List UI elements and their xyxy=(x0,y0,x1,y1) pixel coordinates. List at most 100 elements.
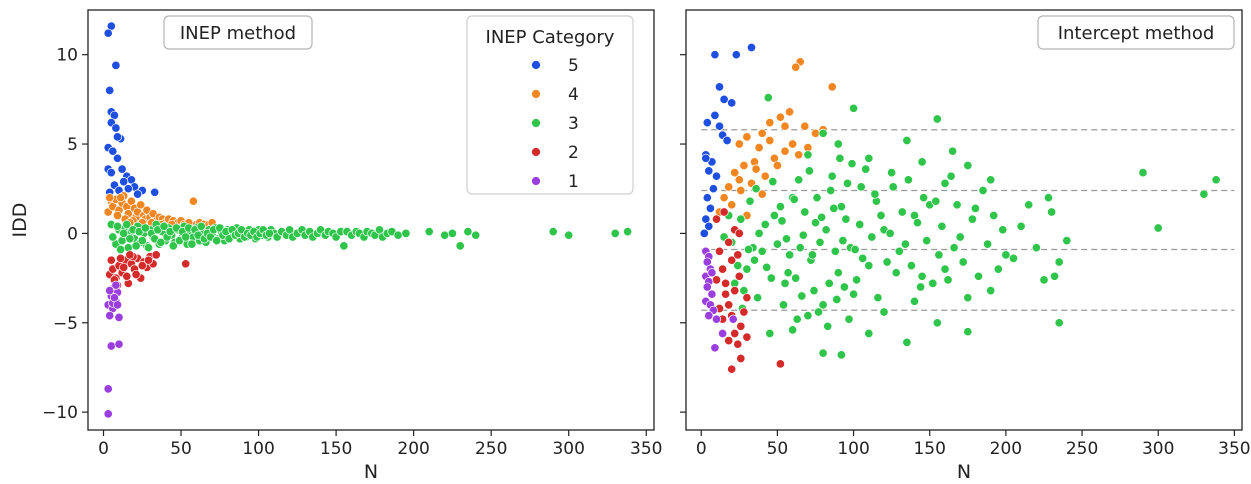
data-point-category-3 xyxy=(861,164,871,174)
data-point-category-3 xyxy=(849,103,859,113)
data-point-category-5 xyxy=(702,193,712,203)
data-point-category-3 xyxy=(963,160,973,171)
data-point-category-3 xyxy=(817,212,827,222)
data-point-category-3 xyxy=(760,219,770,230)
data-point-category-5 xyxy=(704,166,714,176)
data-point-category-3 xyxy=(844,314,854,324)
data-point-category-3 xyxy=(839,282,849,292)
data-point-category-2 xyxy=(727,364,737,374)
legend-entries: 5 4 3 2 1 xyxy=(531,56,579,192)
data-point-category-1 xyxy=(103,409,113,419)
data-point-category-2 xyxy=(711,214,722,224)
data-point-category-4 xyxy=(105,193,115,203)
data-point-category-5 xyxy=(710,50,720,60)
data-point-category-3 xyxy=(891,268,901,278)
data-point-category-3 xyxy=(948,146,958,156)
data-point-category-1 xyxy=(710,343,720,353)
data-point-category-3 xyxy=(833,139,843,149)
x-tick-label: 200 xyxy=(397,439,429,459)
data-point-category-1 xyxy=(728,314,738,324)
data-point-category-4 xyxy=(780,121,790,131)
intercept-annotation-text: Intercept method xyxy=(1058,23,1215,44)
data-point-category-4 xyxy=(727,200,737,210)
data-point-category-3 xyxy=(973,271,984,281)
data-point-category-3 xyxy=(769,210,779,221)
x-tick-label: 200 xyxy=(990,439,1022,459)
inep-y-axis-label: IDD xyxy=(9,203,31,238)
data-point-category-3 xyxy=(108,232,118,242)
legend-label-4: 4 xyxy=(568,85,579,105)
data-point-category-3 xyxy=(187,239,197,249)
data-point-category-4 xyxy=(800,121,810,131)
data-point-category-2 xyxy=(143,255,154,265)
inep-annotation-box xyxy=(163,15,313,50)
data-point-category-3 xyxy=(1039,275,1049,285)
data-point-category-3 xyxy=(838,236,848,246)
legend-marker-4 xyxy=(531,89,541,99)
data-point-category-3 xyxy=(212,236,222,246)
data-point-category-4 xyxy=(772,160,782,171)
data-point-category-3 xyxy=(743,244,754,255)
data-point-category-3 xyxy=(797,291,807,301)
data-point-category-4 xyxy=(116,193,126,203)
legend-label-5: 5 xyxy=(568,56,579,76)
data-point-category-3 xyxy=(887,168,897,178)
data-point-category-5 xyxy=(708,184,718,194)
data-point-category-2 xyxy=(122,271,132,281)
data-point-category-5 xyxy=(123,184,133,194)
data-point-category-3 xyxy=(116,244,126,255)
data-point-category-3 xyxy=(143,243,154,253)
data-point-category-3 xyxy=(757,246,767,256)
data-point-category-3 xyxy=(795,243,805,253)
data-point-category-3 xyxy=(818,300,828,310)
data-point-category-5 xyxy=(699,228,709,238)
data-point-category-3 xyxy=(967,214,977,224)
data-point-category-3 xyxy=(1024,200,1034,210)
data-point-category-3 xyxy=(775,202,785,212)
data-point-category-4 xyxy=(719,193,729,203)
data-point-category-3 xyxy=(864,153,874,163)
data-point-category-1 xyxy=(103,384,113,394)
data-point-category-5 xyxy=(103,28,113,38)
legend: INEP Category 5 4 3 2 1 xyxy=(466,15,634,195)
data-point-category-2 xyxy=(734,228,744,238)
data-point-category-4 xyxy=(760,171,770,181)
data-point-category-3 xyxy=(447,228,457,238)
data-point-category-3 xyxy=(917,271,927,281)
data-point-category-1 xyxy=(718,328,728,339)
data-point-category-3 xyxy=(897,207,907,217)
data-point-category-4 xyxy=(188,196,198,206)
data-point-category-2 xyxy=(718,264,728,274)
data-point-category-2 xyxy=(724,300,734,310)
data-point-category-3 xyxy=(1054,318,1064,328)
data-point-category-2 xyxy=(116,253,126,263)
data-point-category-3 xyxy=(112,221,123,231)
data-point-category-2 xyxy=(119,262,129,272)
data-point-category-4 xyxy=(739,160,749,171)
data-point-category-3 xyxy=(794,175,804,185)
data-point-category-1 xyxy=(106,341,116,351)
data-point-category-3 xyxy=(952,200,962,210)
data-point-category-4 xyxy=(757,189,767,199)
data-point-category-4 xyxy=(785,107,795,117)
data-point-category-3 xyxy=(943,275,953,285)
data-point-category-4 xyxy=(810,128,821,138)
legend-title: INEP Category xyxy=(486,27,615,48)
data-point-category-3 xyxy=(970,203,980,213)
data-point-category-4 xyxy=(730,168,740,178)
x-tick-label: 100 xyxy=(242,439,274,459)
data-point-category-3 xyxy=(1062,236,1072,246)
x-tick-label: 50 xyxy=(767,439,789,459)
data-point-category-2 xyxy=(730,286,740,296)
data-point-category-3 xyxy=(804,166,814,176)
data-point-category-3 xyxy=(1050,271,1060,281)
data-point-category-4 xyxy=(724,182,734,192)
data-point-category-3 xyxy=(818,348,828,358)
data-point-category-3 xyxy=(1031,243,1041,253)
data-point-category-3 xyxy=(858,253,868,263)
data-point-category-3 xyxy=(1054,257,1064,267)
legend-label-3: 3 xyxy=(568,114,579,134)
data-point-category-5 xyxy=(112,132,123,142)
y-tick-label: −5 xyxy=(53,314,78,334)
y-tick-label: 10 xyxy=(56,46,78,66)
